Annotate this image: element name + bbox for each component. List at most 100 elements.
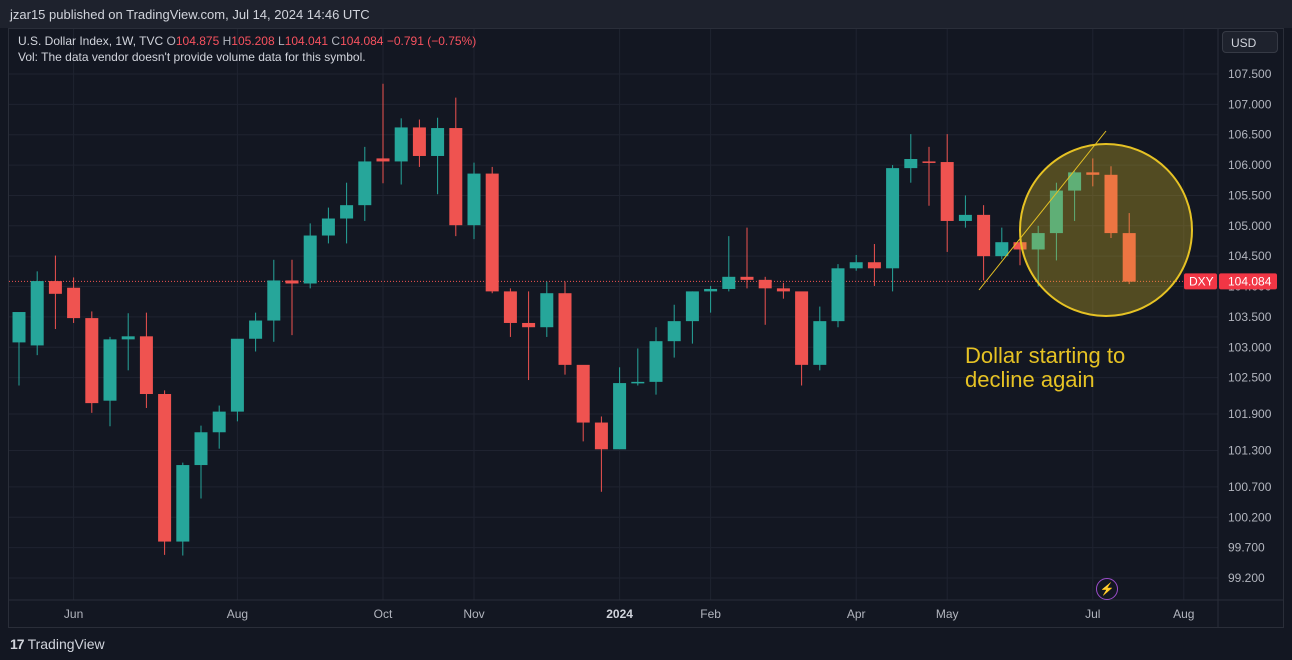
trend-line-drawing[interactable] <box>978 130 1107 291</box>
price-tick-label-11: 101.900 <box>1228 407 1272 421</box>
candle-body-3 <box>67 287 81 319</box>
symbol-legend: U.S. Dollar Index, 1W, TVC O104.875 H105… <box>18 34 476 48</box>
candle-body-42 <box>776 288 790 292</box>
price-tick-label-10: 102.500 <box>1228 371 1272 385</box>
candle-39 <box>722 236 736 292</box>
price-tick-label-3: 106.000 <box>1228 158 1272 172</box>
candle-28 <box>522 291 536 381</box>
candle-body-15 <box>285 280 299 284</box>
candle-body-44 <box>813 321 827 365</box>
time-tick-label-6: Apr <box>847 607 866 621</box>
candle-51 <box>940 134 954 252</box>
candle-body-27 <box>503 291 517 323</box>
time-tick-label-9: Aug <box>1173 607 1194 621</box>
price-tick-label-6: 104.500 <box>1228 249 1272 263</box>
candle-body-51 <box>940 162 954 221</box>
change-value: −0.791 (−0.75%) <box>386 34 477 48</box>
price-tick-label-1: 107.000 <box>1228 97 1272 111</box>
price-tag-value-box <box>1219 273 1277 290</box>
candle-body-43 <box>795 291 809 365</box>
candle-body-5 <box>103 339 117 401</box>
time-axis[interactable]: Jun Aug Oct Nov 2024 Feb Apr May Jul Aug <box>64 607 1195 621</box>
candle-34 <box>631 348 645 386</box>
candle-43 <box>795 291 809 386</box>
price-tick-label-4: 105.500 <box>1228 188 1272 202</box>
candle-50 <box>922 146 936 206</box>
price-tick-label-2: 106.500 <box>1228 128 1272 142</box>
candle-body-49 <box>904 159 918 169</box>
price-axis[interactable]: 107.500 107.000 106.500 106.000 105.500 105.0… <box>1228 67 1272 585</box>
candle-2 <box>48 255 62 330</box>
candle-48 <box>886 165 900 292</box>
candle-body-57 <box>1049 190 1063 234</box>
candle-body-45 <box>831 268 845 322</box>
candle-21 <box>394 118 408 185</box>
candle-body-32 <box>594 422 608 450</box>
candle-20 <box>376 83 390 184</box>
candle-body-31 <box>576 364 590 423</box>
candle-body-56 <box>1031 233 1045 250</box>
candle-body-21 <box>394 127 408 162</box>
candle-52 <box>958 195 972 228</box>
candle-body-25 <box>467 173 481 226</box>
candle-45 <box>831 264 845 328</box>
candle-body-33 <box>613 383 627 450</box>
text-annotation[interactable]: Dollar starting to decline again <box>965 344 1125 392</box>
candle-16 <box>303 223 317 289</box>
candle-57 <box>1049 182 1063 261</box>
candle-47 <box>867 244 881 286</box>
time-tick-label-4: 2024 <box>606 607 633 621</box>
candles <box>12 83 1136 556</box>
candle-body-24 <box>449 128 463 226</box>
candle-body-9 <box>176 465 190 542</box>
price-tick-label-8: 103.500 <box>1228 310 1272 324</box>
grid <box>9 29 1218 600</box>
tradingview-logo-icon: 17 <box>10 636 25 652</box>
candle-body-18 <box>340 205 354 219</box>
tradingview-logo[interactable]: 17 TradingView <box>10 636 105 652</box>
published-text: jzar15 published on TradingView.com, Jul… <box>10 7 370 22</box>
candle-22 <box>412 119 426 167</box>
highlight-circle-drawing[interactable] <box>1019 143 1193 317</box>
candle-body-52 <box>958 214 972 221</box>
symbol-name: U.S. Dollar Index, 1W, TVC <box>18 34 164 48</box>
currency-button[interactable]: USD <box>1222 31 1278 53</box>
candle-35 <box>649 327 663 395</box>
candle-15 <box>285 259 299 336</box>
candle-61 <box>1122 213 1136 285</box>
candle-41 <box>758 276 772 325</box>
lightning-icon[interactable]: ⚡ <box>1096 578 1118 600</box>
time-tick-label-2: Oct <box>374 607 393 621</box>
candle-body-30 <box>558 293 572 365</box>
candle-body-11 <box>212 411 226 433</box>
candle-body-50 <box>922 161 936 163</box>
price-tick-label-12: 101.300 <box>1228 443 1272 457</box>
chart-frame <box>8 28 1284 628</box>
candle-body-34 <box>631 381 645 384</box>
footer: 17 TradingView <box>0 628 1292 660</box>
candle-body-1 <box>30 281 44 346</box>
candle-30 <box>558 281 572 375</box>
candle-body-29 <box>540 293 554 328</box>
candle-44 <box>813 306 827 371</box>
candle-19 <box>358 146 372 221</box>
price-tick-label-13: 100.700 <box>1228 480 1272 494</box>
candle-23 <box>431 117 445 195</box>
time-tick-label-8: Jul <box>1085 607 1100 621</box>
candle-body-16 <box>303 235 317 284</box>
candle-body-28 <box>522 322 536 328</box>
candle-body-48 <box>886 168 900 269</box>
candle-4 <box>85 311 99 413</box>
time-tick-label-5: Feb <box>700 607 721 621</box>
candle-36 <box>667 304 681 358</box>
candle-body-60 <box>1104 174 1118 234</box>
time-tick-label-7: May <box>936 607 959 621</box>
candle-body-55 <box>1013 242 1027 250</box>
time-tick-label-3: Nov <box>463 607 484 621</box>
volume-note: Vol: The data vendor doesn't provide vol… <box>18 50 366 64</box>
candle-38 <box>704 285 718 313</box>
candle-body-46 <box>849 262 863 269</box>
candle-body-54 <box>995 242 1009 257</box>
candle-body-36 <box>667 321 681 342</box>
